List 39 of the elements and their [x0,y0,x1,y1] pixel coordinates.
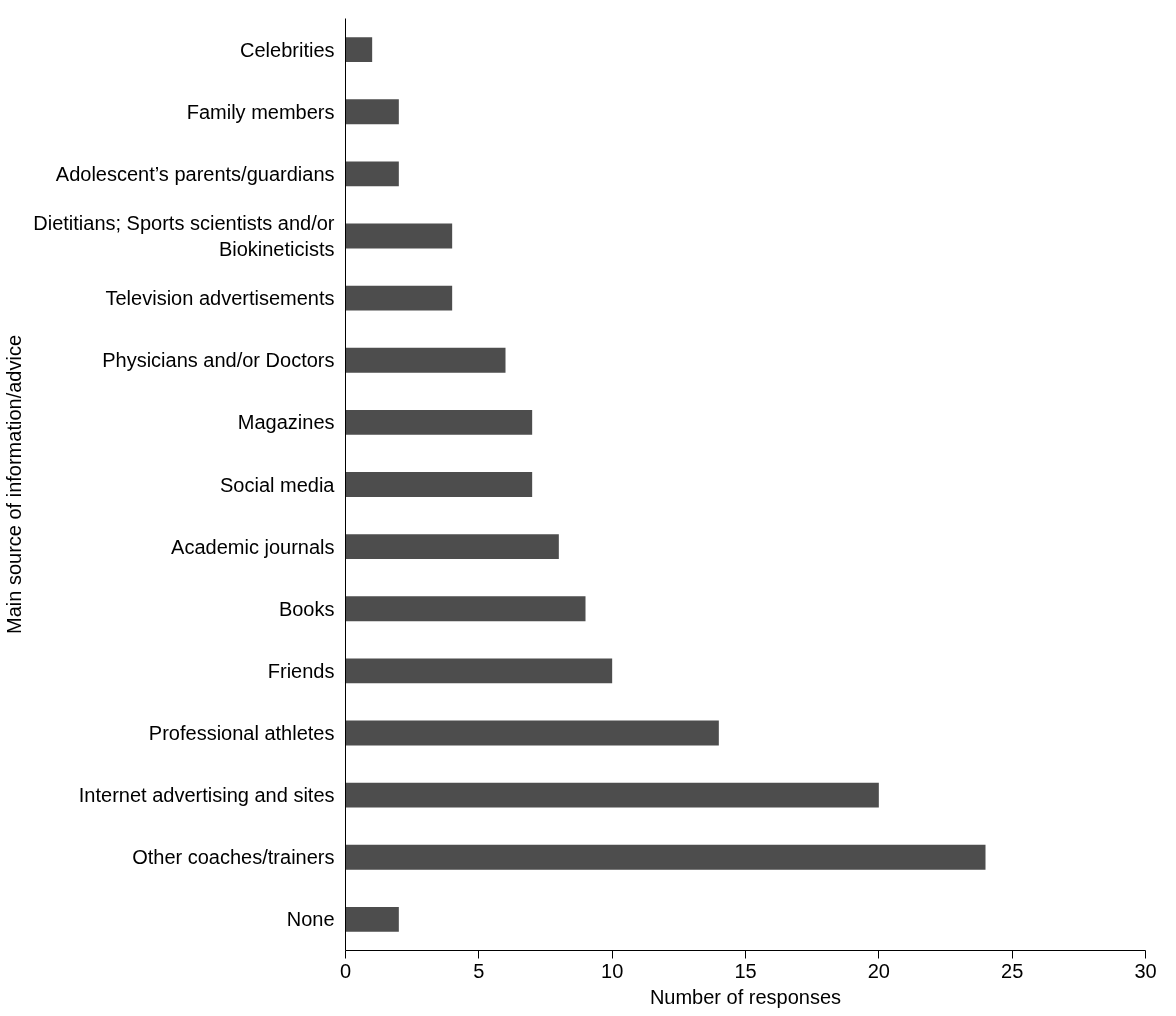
y-tick-label: None [286,908,335,931]
bar [345,907,399,932]
x-tick-label: 20 [867,959,890,982]
y-tick-label: Professional athletes [148,722,335,745]
y-tick-label: Family members [186,100,335,123]
bar [345,99,399,125]
x-tick-label: 10 [601,959,624,982]
bar [345,720,719,746]
y-tick-label: Physicians and/or Doctors [102,349,335,372]
bar [345,534,559,560]
y-tick-label: Academic journals [171,535,335,558]
bar [345,596,586,622]
bar [345,161,399,187]
y-tick-label: Social media [220,473,336,496]
x-tick-label: 25 [1001,959,1024,982]
x-axis-title: Number of responses [649,985,842,1008]
bar [345,223,453,249]
bar [345,844,986,870]
y-tick-label: Adolescent’s parents/guardians [55,162,335,185]
y-tick-label: Books [278,597,335,620]
y-tick-label: Magazines [237,411,335,434]
y-tick-label: Other coaches/trainers [132,846,335,869]
bar [345,285,453,311]
bar [345,658,613,684]
bar [345,37,373,62]
y-axis-title: Main source of information/advice [3,334,26,635]
bar [345,782,879,808]
x-tick-label: 30 [1134,959,1157,982]
y-tick-label: Dietitians; Sports scientists and/or Biokineticists [33,211,335,261]
bar [345,347,506,373]
x-tick-label: 15 [734,959,757,982]
x-tick-label: 5 [473,959,485,982]
y-tick-label: Friends [267,659,335,682]
y-tick-label: Television advertisements [105,287,335,310]
bar [345,409,533,435]
y-tick-label: Celebrities [240,38,335,61]
x-tick-label: 0 [339,959,352,982]
y-tick-label: Internet advertising and sites [78,784,335,807]
bar [345,472,533,497]
